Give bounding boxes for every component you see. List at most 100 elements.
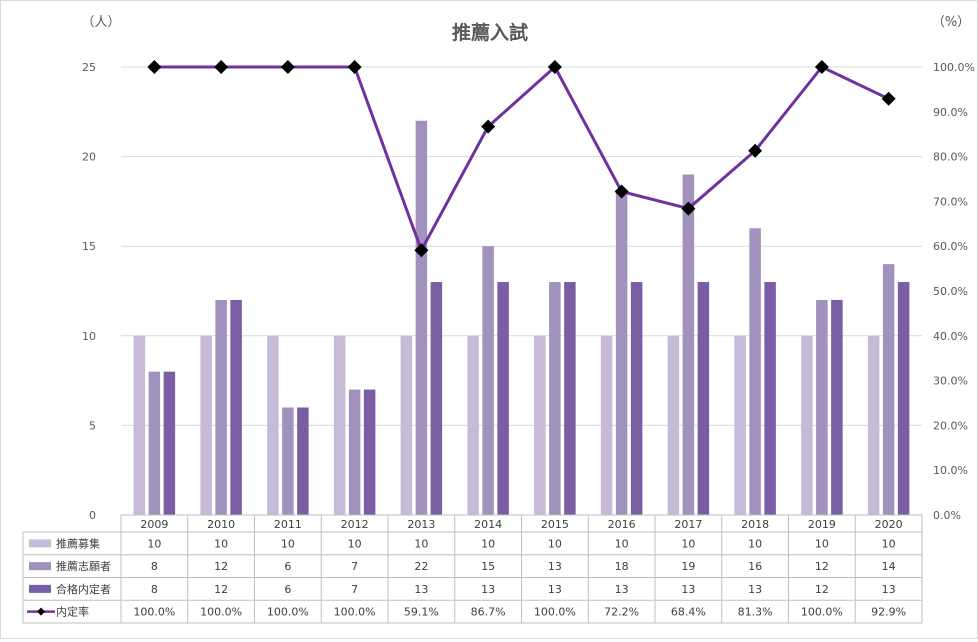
rate-marker <box>748 143 763 158</box>
rate-marker <box>614 184 629 199</box>
bar <box>200 335 212 515</box>
table-cell: 12 <box>815 583 829 596</box>
right-axis-ticks: 0.0% 10.0% 20.0% 30.0% 40.0% 50.0% 60.0% 70.0% 8… <box>933 61 975 522</box>
right-tick-label: 20.0% <box>933 419 968 432</box>
right-tick-label: 40.0% <box>933 330 968 343</box>
rate-marker <box>547 60 562 74</box>
left-tick-label: 15 <box>82 240 96 253</box>
table-cell: 7 <box>351 583 358 596</box>
left-tick-label: 20 <box>82 151 96 164</box>
category-label: 2019 <box>808 518 836 531</box>
right-axis-unit: （%） <box>932 15 970 30</box>
bar <box>148 371 161 515</box>
category-label: 2012 <box>341 518 369 531</box>
table-cell: 12 <box>214 560 228 573</box>
table-cell: 13 <box>748 583 762 596</box>
table-cell: 13 <box>615 583 629 596</box>
bar <box>882 264 895 515</box>
right-tick-label: 10.0% <box>933 464 968 477</box>
table-cell: 16 <box>748 560 762 573</box>
bar <box>682 174 695 515</box>
right-tick-label: 60.0% <box>933 240 968 253</box>
left-tick-label: 5 <box>89 419 96 432</box>
bar <box>163 371 176 515</box>
table-cell: 14 <box>882 560 896 573</box>
bar <box>534 335 546 515</box>
bar <box>734 335 746 515</box>
table-cell: 13 <box>548 583 562 596</box>
table-cell: 12 <box>815 560 829 573</box>
bar <box>430 282 443 515</box>
bar <box>267 335 279 515</box>
category-label: 2017 <box>674 518 702 531</box>
bar <box>333 335 346 515</box>
category-label: 2010 <box>207 518 235 531</box>
left-axis-ticks: 0 5 10 15 20 25 <box>82 61 96 522</box>
bar <box>297 407 309 515</box>
rate-marker <box>214 60 229 74</box>
bar <box>897 282 910 515</box>
bar <box>615 192 628 515</box>
left-tick-label: 10 <box>82 330 96 343</box>
bar <box>630 282 643 515</box>
table-cell: 7 <box>351 560 358 573</box>
table-cell: 8 <box>151 583 158 596</box>
bar <box>415 120 428 515</box>
bar <box>749 228 761 515</box>
table-cell: 19 <box>681 560 695 573</box>
legend-swatch <box>29 539 51 548</box>
bar <box>667 335 680 515</box>
table-cell: 10 <box>748 537 762 550</box>
category-label: 2016 <box>608 518 636 531</box>
rate-marker <box>681 201 696 216</box>
legend-label: 推薦募集 <box>56 536 100 550</box>
table-cell: 22 <box>414 560 428 573</box>
table-cell: 13 <box>681 583 695 596</box>
right-tick-label: 80.0% <box>933 151 968 164</box>
right-tick-label: 100.0% <box>933 61 975 74</box>
chart-title: 推薦入試 <box>452 21 528 44</box>
table-cell: 100.0% <box>133 606 175 619</box>
table-cell: 10 <box>681 537 695 550</box>
left-tick-label: 25 <box>82 61 96 74</box>
bar <box>600 335 613 515</box>
table-cell: 6 <box>284 583 291 596</box>
rate-marker <box>881 91 896 106</box>
legend-label: 推薦志願者 <box>56 559 111 573</box>
table-cell: 13 <box>414 583 428 596</box>
table-cell: 10 <box>147 537 161 550</box>
left-tick-label: 0 <box>89 509 96 522</box>
bar <box>400 335 413 515</box>
rate-marker <box>814 60 829 74</box>
bar <box>363 389 376 515</box>
rate-line-path <box>154 65 890 252</box>
legend-label: 内定率 <box>56 605 89 619</box>
rate-line <box>147 60 896 258</box>
table-cell: 13 <box>882 583 896 596</box>
bar <box>348 389 361 515</box>
table-cell: 81.3% <box>738 606 773 619</box>
bar <box>282 407 294 515</box>
category-label: 2011 <box>274 518 302 531</box>
category-label: 2014 <box>474 518 502 531</box>
rate-marker <box>280 60 295 74</box>
rate-marker <box>414 243 429 258</box>
table-cell: 8 <box>151 560 158 573</box>
rate-marker <box>147 60 162 74</box>
bar <box>831 299 843 515</box>
table-cell: 13 <box>548 560 562 573</box>
table-cell: 13 <box>481 583 495 596</box>
table-cell: 10 <box>615 537 629 550</box>
table-cell: 92.9% <box>871 606 906 619</box>
category-label: 2018 <box>741 518 769 531</box>
bar <box>867 335 880 515</box>
right-tick-label: 30.0% <box>933 375 968 388</box>
table-cell: 100.0% <box>334 606 376 619</box>
right-tick-label: 0.0% <box>933 509 961 522</box>
legend-marker <box>37 607 45 616</box>
bar <box>467 335 479 515</box>
table-cell: 10 <box>548 537 562 550</box>
legend-swatch <box>29 584 51 593</box>
